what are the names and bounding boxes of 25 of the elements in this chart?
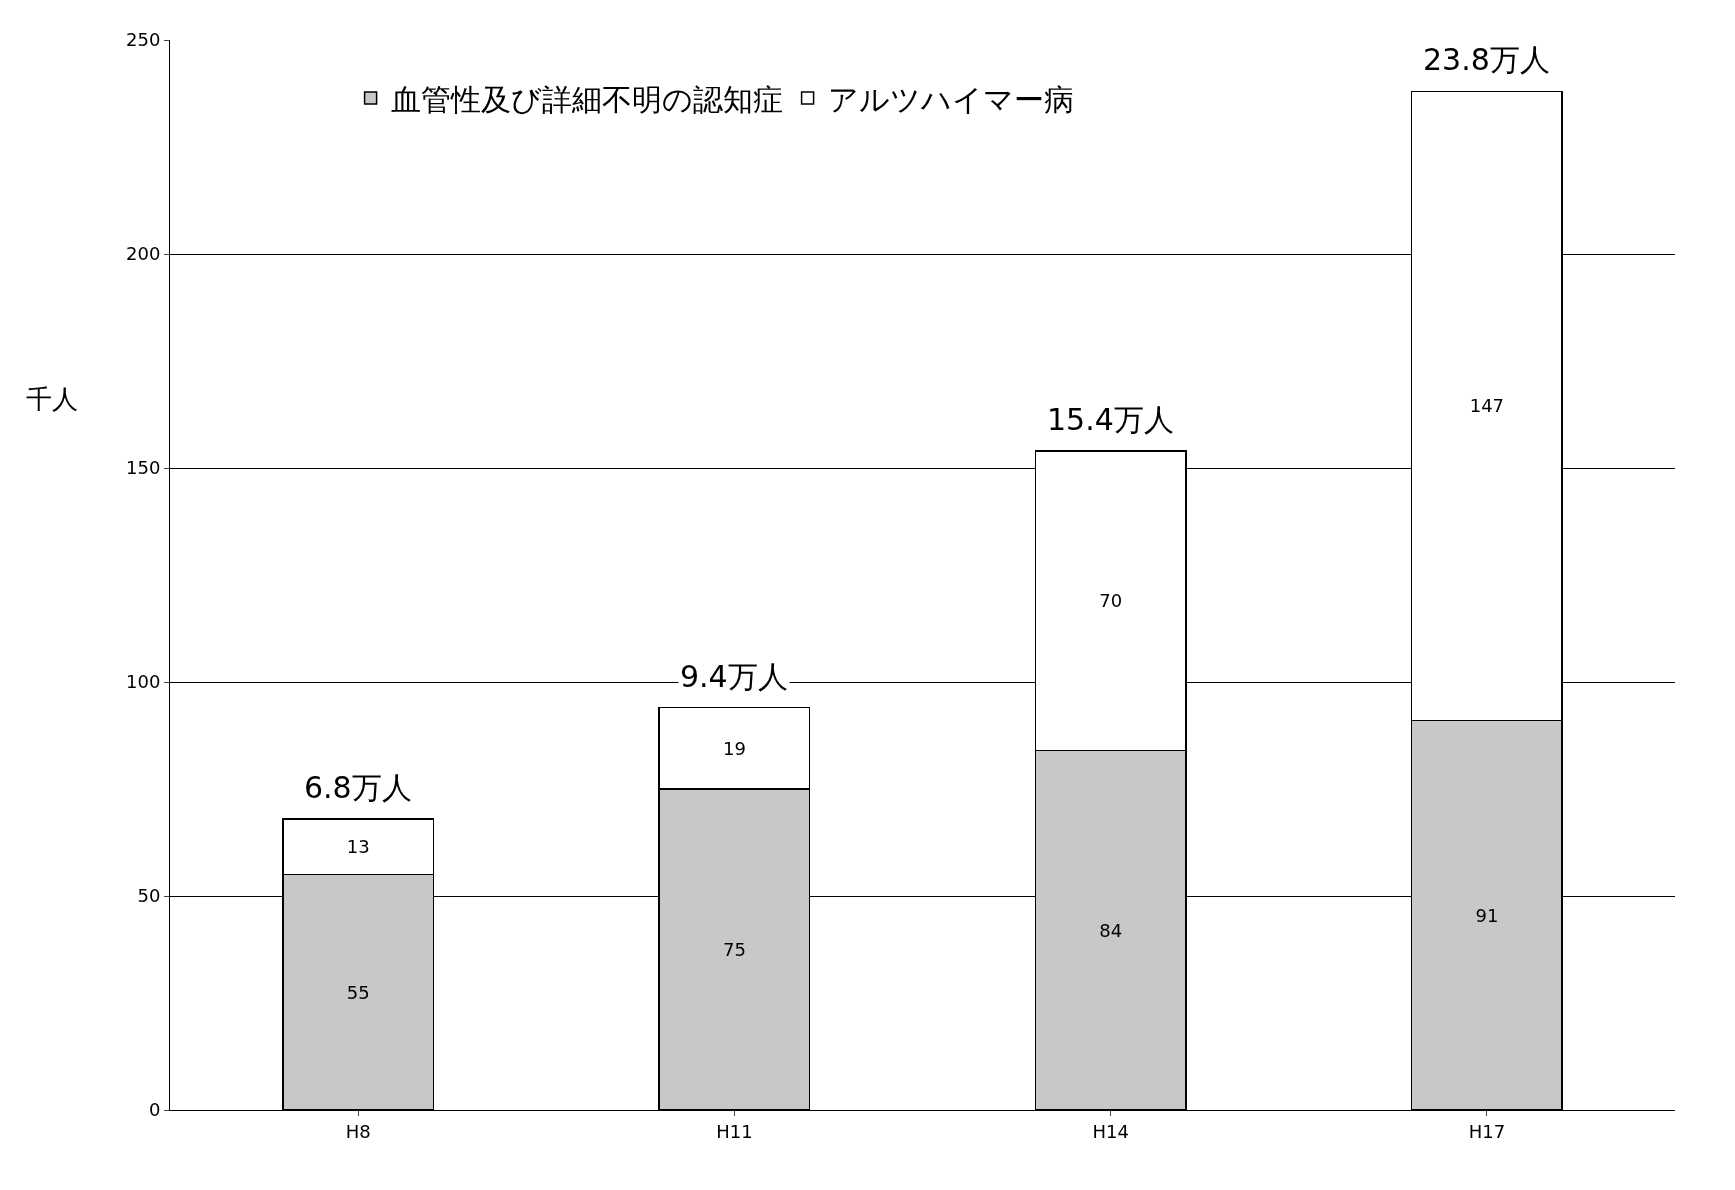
data-label: 75 [722,939,746,960]
data-label: 84 [1099,919,1123,941]
data-label: 91 [1475,904,1499,926]
annotation: 15.4万人 [1047,402,1174,437]
y-axis-title: 千人 [26,384,78,414]
y-tick-label: 150 [126,457,161,479]
x-tick-label: H11 [716,1120,753,1142]
x-tick-label: H14 [1092,1120,1129,1142]
data-label: 19 [722,737,746,759]
data-label: 55 [346,981,370,1003]
annotation: 23.8万人 [1423,42,1550,77]
data-label: 13 [346,836,370,858]
x-tick-label: H17 [1468,1120,1506,1142]
y-tick-label: 100 [126,671,161,693]
data-label: 147 [1469,395,1505,417]
annotation: 9.4万人 [680,659,788,694]
annotation: 6.8万人 [304,770,412,805]
y-tick-label: 250 [126,29,161,51]
legend-label: アルツハイマー病 [827,81,1074,117]
y-tick-label: 200 [126,243,161,265]
data-label: 70 [1099,590,1123,612]
y-tick-label: 0 [148,1099,161,1121]
x-tick-label: H8 [345,1120,371,1142]
y-tick-label: 50 [137,885,161,907]
legend-label: 血管性及び詳細不明の認知症 [390,81,783,117]
